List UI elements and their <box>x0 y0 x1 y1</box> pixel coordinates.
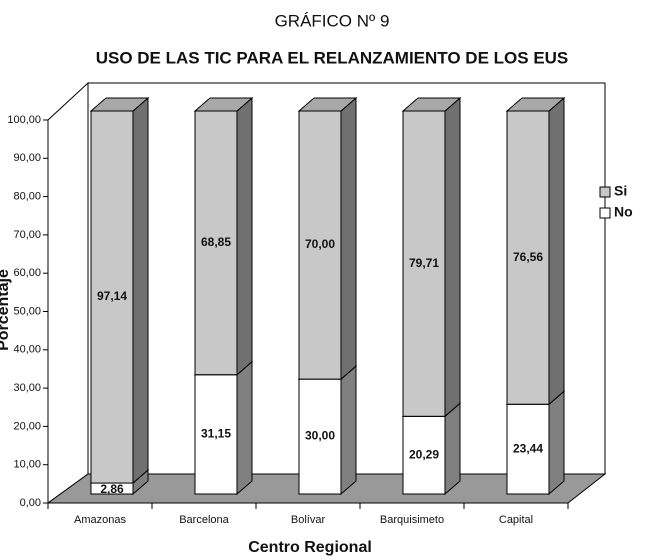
bar-side <box>340 365 357 496</box>
legend-label: Si <box>614 183 627 199</box>
bar-side <box>548 390 565 496</box>
x-tick-label: Amazonas <box>74 514 126 526</box>
bar-top <box>401 97 462 112</box>
bar-side <box>236 96 253 376</box>
value-label: 30,00 <box>305 429 335 443</box>
bar <box>194 110 238 376</box>
y-tick-label: 90,00 <box>13 152 41 164</box>
x-axis-label: Centro Regional <box>248 539 372 556</box>
bar <box>506 110 550 405</box>
value-label: 70,00 <box>305 237 335 251</box>
value-label: 97,14 <box>97 289 127 303</box>
bar-side <box>340 96 357 381</box>
y-axis-label: Porcentaje <box>0 269 12 351</box>
x-tick-label: Barquisimeto <box>380 514 444 526</box>
y-tick-label: 40,00 <box>13 344 41 356</box>
chart-subtitle: USO DE LAS TIC PARA EL RELANZAMIENTO DE … <box>96 48 569 67</box>
value-label: 2,86 <box>100 482 124 496</box>
y-tick-label: 20,00 <box>13 420 41 432</box>
y-tick-label: 100,00 <box>7 114 41 126</box>
bar-top <box>193 97 254 112</box>
value-label: 20,29 <box>409 447 439 461</box>
y-tick-label: 80,00 <box>13 191 41 203</box>
bar-side <box>132 96 149 485</box>
bar <box>402 110 446 417</box>
y-tick-label: 30,00 <box>13 382 41 394</box>
y-tick-label: 0,00 <box>20 497 41 509</box>
value-label: 23,44 <box>513 441 543 455</box>
value-label: 68,85 <box>201 235 231 249</box>
chart-title: GRÁFICO Nº 9 <box>275 11 390 30</box>
bar-side <box>444 402 461 496</box>
y-tick-label: 50,00 <box>13 305 41 317</box>
y-tick-label: 70,00 <box>13 229 41 241</box>
bar-top <box>297 97 358 112</box>
value-label: 76,56 <box>513 250 543 264</box>
bar-side <box>236 360 253 496</box>
value-label: 31,15 <box>201 427 231 441</box>
value-label: 79,71 <box>409 256 439 270</box>
x-tick-label: Capital <box>499 514 533 526</box>
bar-top <box>89 97 150 112</box>
bar <box>506 403 550 495</box>
bar-top <box>505 97 566 112</box>
legend-swatch <box>599 207 611 219</box>
y-tick-label: 10,00 <box>13 459 41 471</box>
bar-side <box>444 96 461 418</box>
bar <box>298 378 342 495</box>
side-wall <box>47 81 89 504</box>
bar-side <box>548 96 565 406</box>
bar <box>90 110 134 484</box>
y-tick-label: 60,00 <box>13 267 41 279</box>
bar <box>194 374 238 495</box>
x-tick-label: Bolívar <box>291 514 326 526</box>
legend-label: No <box>614 204 633 220</box>
legend-swatch <box>599 186 611 198</box>
x-tick-label: Barcelona <box>179 514 229 526</box>
